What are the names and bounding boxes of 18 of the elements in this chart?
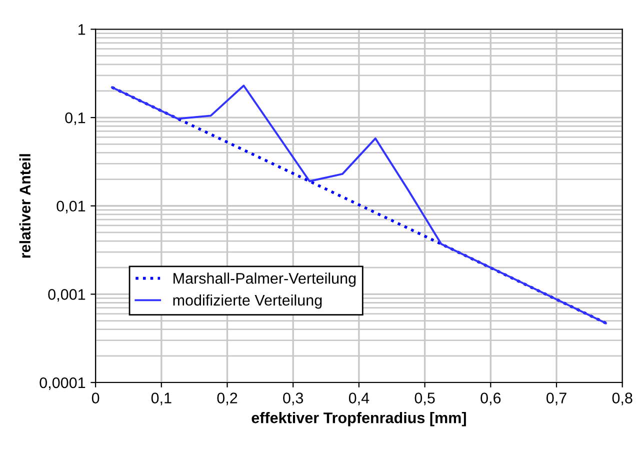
x-tick-label: 0,1 (151, 392, 172, 406)
x-tick-label: 0,3 (283, 392, 304, 406)
y-tick-label: 0,0001 (40, 377, 86, 390)
x-tick-label: 0,4 (348, 392, 370, 406)
x-tick-label: 0,6 (480, 392, 501, 406)
y-tick-label: 0,001 (48, 289, 86, 302)
y-axis-title: relativer Anteil (19, 154, 31, 258)
x-axis-title: effektiver Tropfenradius [mm] (252, 412, 466, 426)
x-tick-label: 0,8 (612, 392, 632, 406)
y-tick-label: 0,01 (56, 200, 86, 214)
x-tick-label: 0,7 (546, 392, 566, 406)
y-tick-label: 0,1 (65, 112, 86, 126)
x-tick-label: 0,5 (414, 392, 435, 406)
legend-label: Marshall-Palmer-Verteilung (174, 272, 356, 287)
legend-label: modifizierte Verteilung (173, 294, 322, 309)
y-tick-label: 1 (78, 24, 86, 35)
x-tick-label: 0,2 (217, 392, 238, 406)
x-tick-label: 0 (92, 392, 100, 404)
